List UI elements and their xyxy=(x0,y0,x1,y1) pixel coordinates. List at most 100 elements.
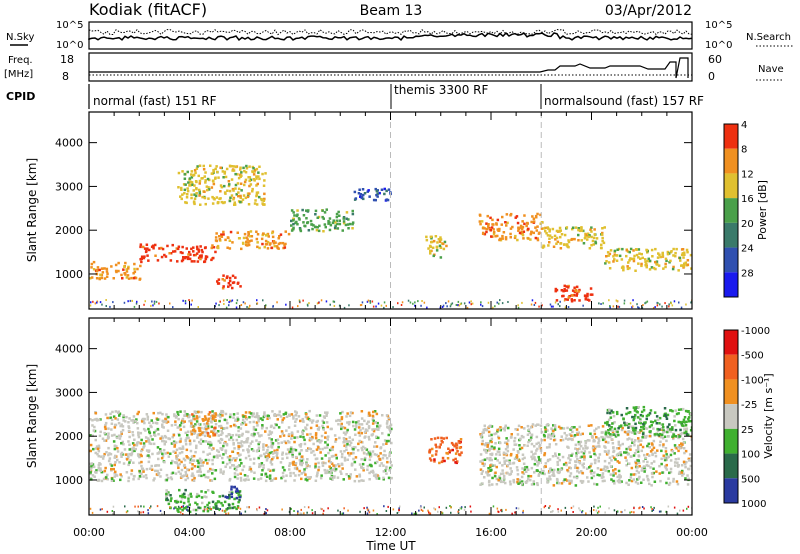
power-cell xyxy=(272,242,276,245)
power-cell xyxy=(342,220,346,223)
power-cell xyxy=(585,233,588,236)
power-cell xyxy=(646,251,649,254)
velocity-cell xyxy=(526,468,530,471)
power-ground-cell xyxy=(652,307,655,309)
velocity-cell xyxy=(508,480,512,483)
velocity-ground-cell xyxy=(419,506,422,509)
velocity-cell xyxy=(517,482,520,485)
velocity-cell xyxy=(182,457,186,461)
power-cell xyxy=(260,237,264,241)
velocity-cell xyxy=(196,459,199,462)
velocity-cell xyxy=(258,441,261,444)
velocity-cell xyxy=(324,461,327,465)
velocity-cell xyxy=(483,476,486,479)
velocity-cell xyxy=(225,496,229,499)
velocity-cell xyxy=(331,478,334,481)
velocity-cell xyxy=(145,467,149,471)
velocity-cell xyxy=(151,438,154,441)
velocity-cell xyxy=(142,475,145,478)
velocity-cell xyxy=(588,451,591,454)
velocity-cell xyxy=(593,429,596,432)
velocity-cell xyxy=(197,410,200,414)
velocity-cell xyxy=(630,438,634,441)
power-cell xyxy=(239,194,242,198)
power-cell xyxy=(560,289,564,292)
xtick-label: 16:00 xyxy=(475,526,507,539)
velocity-ground-cell xyxy=(187,506,189,508)
velocity-cell xyxy=(165,498,168,502)
power-cell xyxy=(223,184,226,188)
velocity-cell xyxy=(116,458,119,462)
velocity-ground-cell xyxy=(585,512,587,515)
velocity-cell xyxy=(178,447,181,450)
power-cell xyxy=(608,267,612,270)
velocity-cell xyxy=(332,454,335,458)
power-cell xyxy=(267,235,270,238)
velocity-cell xyxy=(496,430,499,433)
power-cell xyxy=(430,237,433,240)
velocity-cell xyxy=(681,469,684,473)
velocity-cell xyxy=(595,427,598,431)
power-cell xyxy=(646,259,649,263)
velocity-cell xyxy=(671,426,674,429)
velocity-cell xyxy=(598,453,602,456)
velocity-cell xyxy=(132,421,135,424)
velocity-cell xyxy=(142,420,145,423)
velocity-cell xyxy=(565,463,568,467)
velocity-cell xyxy=(677,449,680,453)
power-colorbar-segment xyxy=(724,173,738,199)
velocity-cell xyxy=(388,424,392,428)
velocity-cell xyxy=(530,450,533,454)
velocity-cell xyxy=(542,469,545,473)
power-cell xyxy=(110,265,113,268)
velocity-cell xyxy=(225,434,229,438)
velocity-cell xyxy=(658,464,661,468)
power-colorbar-segment xyxy=(724,247,738,273)
velocity-cell xyxy=(332,464,335,467)
velocity-cell xyxy=(641,432,645,436)
velocity-cell xyxy=(485,442,488,445)
velocity-cell xyxy=(383,439,387,442)
velocity-cell xyxy=(153,431,156,434)
velocity-cell xyxy=(185,448,189,452)
power-cell xyxy=(335,215,339,219)
velocity-cell xyxy=(242,415,245,418)
velocity-cell xyxy=(681,437,685,441)
velocity-cell xyxy=(278,410,281,413)
velocity-cell xyxy=(97,463,101,467)
velocity-cell xyxy=(660,427,664,430)
power-cell xyxy=(210,258,213,262)
velocity-cell xyxy=(637,437,640,440)
velocity-cell xyxy=(348,414,352,418)
velocity-cell xyxy=(438,446,441,449)
velocity-ground-cell xyxy=(140,511,142,514)
power-cell xyxy=(290,224,293,227)
velocity-ground-cell xyxy=(517,507,520,510)
velocity-cell xyxy=(174,420,177,423)
velocity-cell xyxy=(132,415,136,418)
velocity-cell xyxy=(641,436,644,439)
velocity-cell xyxy=(120,455,123,458)
power-cell xyxy=(223,191,227,194)
power-cell xyxy=(501,215,504,219)
velocity-cell xyxy=(527,428,531,431)
velocity-cell xyxy=(662,454,665,457)
velocity-cell xyxy=(358,423,361,426)
ytick-label: 2000 xyxy=(55,430,83,443)
velocity-cell xyxy=(625,422,628,425)
velocity-cell xyxy=(623,451,626,454)
velocity-cell xyxy=(536,482,539,485)
velocity-cell xyxy=(333,465,337,469)
velocity-cell xyxy=(165,496,168,500)
velocity-cell xyxy=(357,479,361,483)
velocity-cell xyxy=(657,434,661,437)
power-cell xyxy=(215,165,218,168)
velocity-cell xyxy=(166,420,170,424)
power-cell xyxy=(192,201,196,204)
velocity-cell xyxy=(182,501,186,505)
power-ground-cell xyxy=(557,303,559,306)
velocity-cell xyxy=(573,434,577,437)
velocity-cell xyxy=(174,423,177,426)
velocity-cell xyxy=(293,448,296,451)
velocity-cell xyxy=(639,421,642,425)
